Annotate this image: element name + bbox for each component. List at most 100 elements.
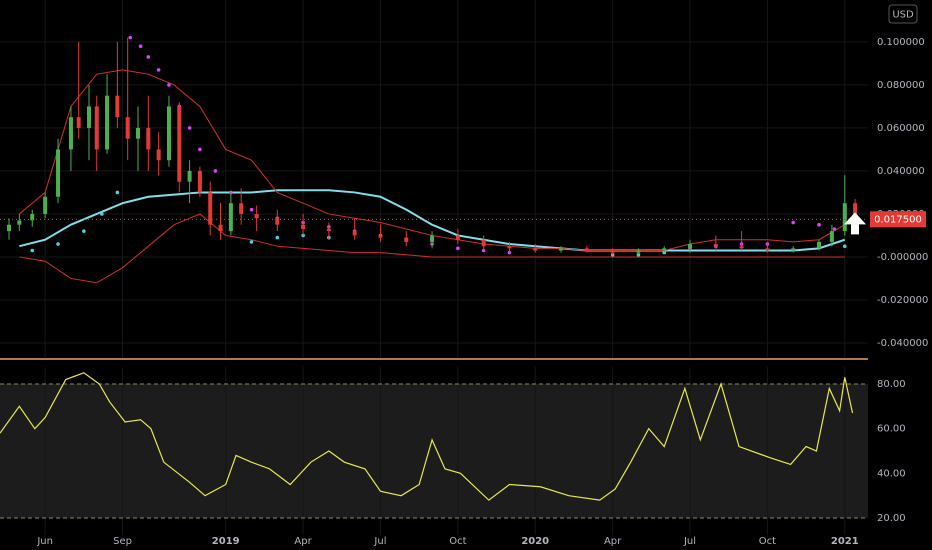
candle-body bbox=[76, 117, 81, 128]
x-tick-label: Jul bbox=[373, 536, 386, 547]
candle-body bbox=[326, 228, 331, 232]
y-tick-label: 60.00 bbox=[877, 424, 906, 435]
candle-body bbox=[765, 248, 770, 251]
candle-body bbox=[208, 192, 213, 225]
candle-body bbox=[739, 246, 744, 249]
sar-dot bbox=[842, 244, 847, 248]
candle-body bbox=[136, 127, 141, 139]
candle-body bbox=[156, 149, 161, 161]
candle-body bbox=[853, 203, 858, 220]
sar-dot bbox=[30, 248, 35, 253]
x-tick-label: Oct bbox=[759, 536, 776, 547]
candle-body bbox=[352, 231, 357, 236]
candle-body bbox=[842, 203, 847, 232]
sar-dot bbox=[187, 126, 192, 130]
candle-body bbox=[17, 220, 22, 225]
candle-body bbox=[56, 149, 61, 197]
sar-dot bbox=[128, 35, 133, 40]
sar-dot bbox=[100, 212, 104, 216]
sar-dot bbox=[832, 227, 837, 231]
x-tick-label: 2020 bbox=[521, 536, 549, 547]
y-tick-label: 0.060000 bbox=[877, 123, 925, 134]
candle-body bbox=[559, 248, 564, 251]
x-tick-label: Sep bbox=[113, 536, 132, 547]
y-tick-label: 0.080000 bbox=[877, 80, 925, 91]
indicator-line bbox=[19, 213, 845, 284]
y-tick-label: 20.00 bbox=[877, 513, 906, 524]
candle-body bbox=[662, 248, 667, 251]
candle-body bbox=[30, 213, 35, 221]
candle-body bbox=[166, 106, 171, 161]
last-price-tag bbox=[870, 211, 926, 228]
sar-dot bbox=[791, 220, 795, 225]
sar-dot bbox=[817, 222, 821, 227]
candle-body bbox=[507, 246, 512, 249]
x-tick-label: Oct bbox=[449, 536, 466, 547]
sar-dot bbox=[167, 83, 171, 87]
candle-body bbox=[197, 170, 202, 193]
y-tick-label: -0.020000 bbox=[877, 295, 928, 306]
y-tick-label: 0.040000 bbox=[877, 166, 925, 177]
candle-body bbox=[713, 244, 718, 247]
indicator-line bbox=[19, 189, 846, 252]
sar-dot bbox=[456, 246, 460, 251]
arrow-icon bbox=[844, 212, 866, 235]
candle-body bbox=[481, 239, 486, 247]
candle-body bbox=[43, 196, 48, 214]
candle-body bbox=[610, 250, 615, 253]
candle-body bbox=[404, 237, 409, 242]
candle-body bbox=[105, 95, 110, 150]
y-tick-label: 0.100000 bbox=[877, 37, 925, 48]
rsi-line bbox=[0, 372, 854, 501]
candle-body bbox=[177, 106, 182, 182]
candle-body bbox=[816, 241, 821, 249]
candle-body bbox=[239, 203, 244, 214]
sar-dot bbox=[213, 169, 218, 173]
currency-label[interactable]: USD bbox=[892, 10, 914, 21]
candle-body bbox=[68, 117, 73, 150]
x-tick-label: Apr bbox=[604, 536, 622, 547]
sar-dot bbox=[146, 55, 151, 59]
candle-body bbox=[125, 117, 130, 139]
candle-body bbox=[115, 95, 120, 118]
y-tick-label: -0.040000 bbox=[877, 338, 928, 349]
candle-body bbox=[228, 203, 233, 232]
currency-button[interactable] bbox=[888, 4, 918, 24]
candle-body bbox=[378, 235, 383, 238]
x-tick-label: Jun bbox=[36, 536, 53, 547]
x-tick-label: Apr bbox=[294, 536, 312, 547]
sar-dot bbox=[198, 147, 202, 152]
x-tick-label: Jul bbox=[683, 536, 696, 547]
candle-body bbox=[218, 224, 223, 232]
x-tick-label: 2021 bbox=[831, 536, 859, 547]
rsi-band bbox=[0, 383, 868, 519]
candle-body bbox=[146, 127, 151, 150]
y-tick-label: 40.00 bbox=[877, 468, 906, 479]
candle-body bbox=[430, 235, 435, 242]
candle-body bbox=[688, 244, 693, 249]
candle-body bbox=[301, 224, 306, 229]
sar-dot bbox=[156, 68, 161, 72]
sar-dot bbox=[249, 207, 254, 212]
candle-body bbox=[455, 235, 460, 240]
candle-body bbox=[86, 106, 91, 128]
candle-body bbox=[7, 224, 12, 232]
sar-dot bbox=[56, 242, 60, 246]
candle-body bbox=[94, 106, 99, 150]
candle-body bbox=[636, 250, 641, 253]
candle-body bbox=[829, 231, 834, 242]
last-price-label: 0.017500 bbox=[874, 214, 922, 225]
candle-body bbox=[791, 248, 796, 251]
x-tick-label: 2019 bbox=[212, 536, 240, 547]
candle-body bbox=[584, 248, 589, 251]
sar-dot bbox=[82, 229, 86, 233]
sar-dot bbox=[138, 44, 143, 49]
candle-body bbox=[533, 248, 538, 251]
y-tick-label: -0.000000 bbox=[877, 252, 928, 263]
sar-dot bbox=[115, 190, 120, 195]
candle-body bbox=[254, 213, 259, 219]
candle-body bbox=[187, 170, 192, 182]
sar-dot bbox=[249, 240, 254, 244]
